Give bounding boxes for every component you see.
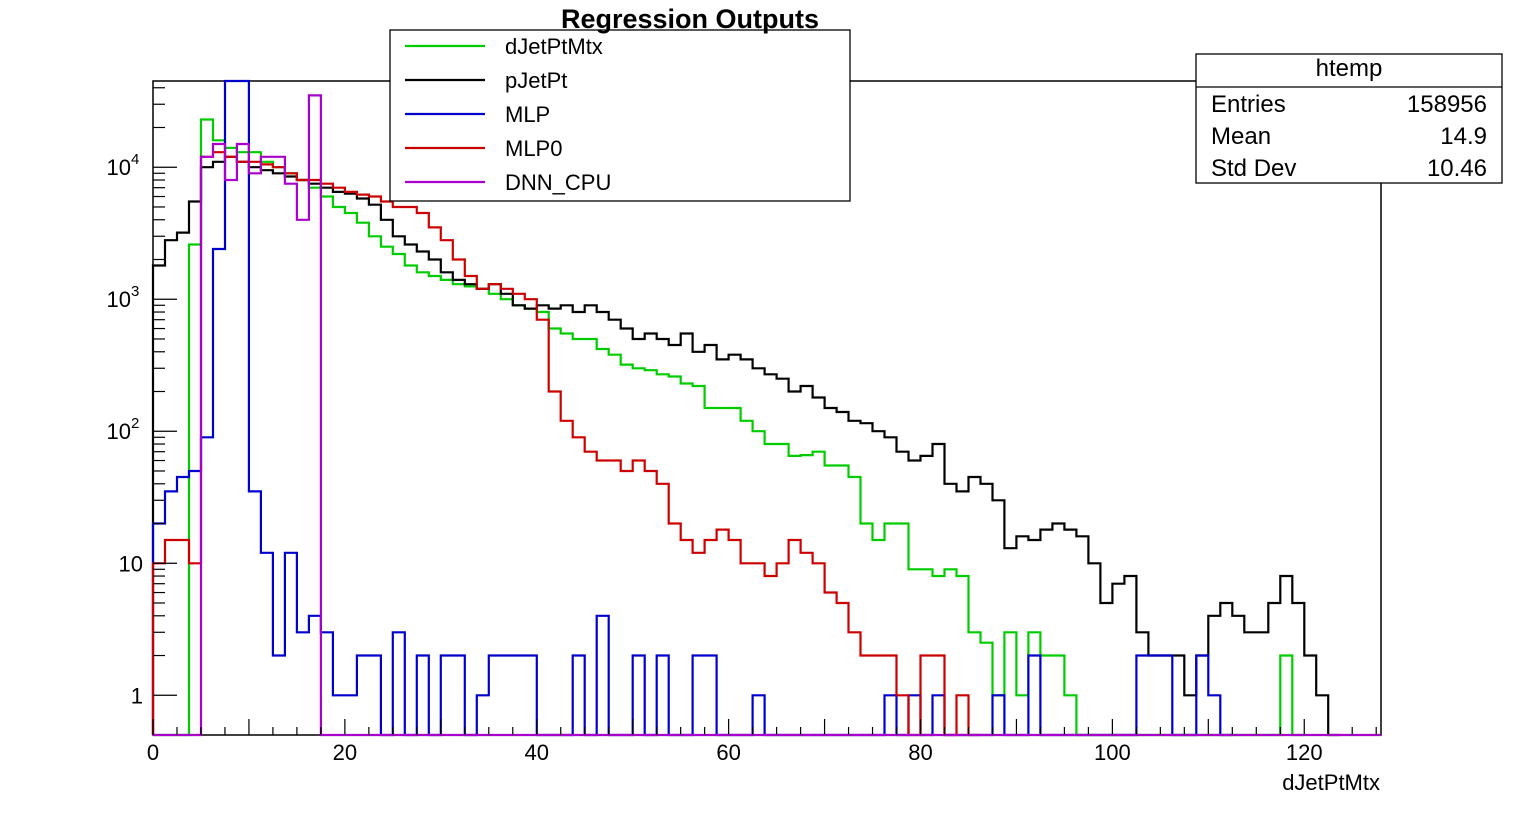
x-tick-label: 80 (908, 740, 932, 765)
stats-box: htemp Entries 158956 Mean 14.9 Std Dev 10.46 (1195, 53, 1503, 184)
stats-value: 158956 (1407, 91, 1487, 118)
series-dnn-cpu (153, 94, 1381, 737)
legend-label: dJetPtMtx (505, 34, 603, 59)
stats-label: Std Dev (1211, 155, 1296, 182)
x-axis: 0 20 40 60 80 100 120 (147, 719, 1377, 765)
legend-label: DNN_CPU (505, 170, 611, 195)
x-axis-label: dJetPtMtx (1282, 770, 1380, 795)
x-tick-label: 20 (333, 740, 357, 765)
legend-label: pJetPt (505, 68, 567, 93)
y-tick-exponent: 3 (131, 283, 139, 300)
y-tick-label: 10 (119, 551, 143, 576)
series-mlp0 (151, 151, 981, 737)
x-tick-label: 40 (525, 740, 549, 765)
legend-box (389, 29, 851, 202)
x-tick-label: 0 (147, 740, 159, 765)
y-tick-label: 10 (107, 419, 131, 444)
y-tick-exponent: 2 (131, 415, 139, 432)
stats-box-frame (1195, 53, 1503, 184)
y-tick-exponent: 4 (131, 151, 139, 168)
legend-label: MLP0 (505, 136, 562, 161)
x-tick-label: 100 (1094, 740, 1131, 765)
y-tick-label: 10 (107, 155, 131, 180)
series-djetptmtx (153, 118, 1305, 737)
series-pjetpt (151, 155, 1341, 737)
x-tick-label: 60 (716, 740, 740, 765)
chart-title: Regression Outputs (561, 4, 819, 34)
stats-value: 14.9 (1440, 123, 1487, 150)
x-tick-label: 120 (1286, 740, 1323, 765)
y-tick-label: 10 (107, 287, 131, 312)
stats-label: Mean (1211, 123, 1271, 150)
legend-label: MLP (505, 102, 550, 127)
stats-label: Entries (1211, 91, 1286, 118)
legend: dJetPtMtx pJetPt MLP MLP0 DNN_CPU (389, 29, 851, 202)
stats-value: 10.46 (1427, 155, 1487, 182)
stats-title: htemp (1316, 55, 1383, 82)
y-tick-label: 1 (131, 683, 143, 708)
